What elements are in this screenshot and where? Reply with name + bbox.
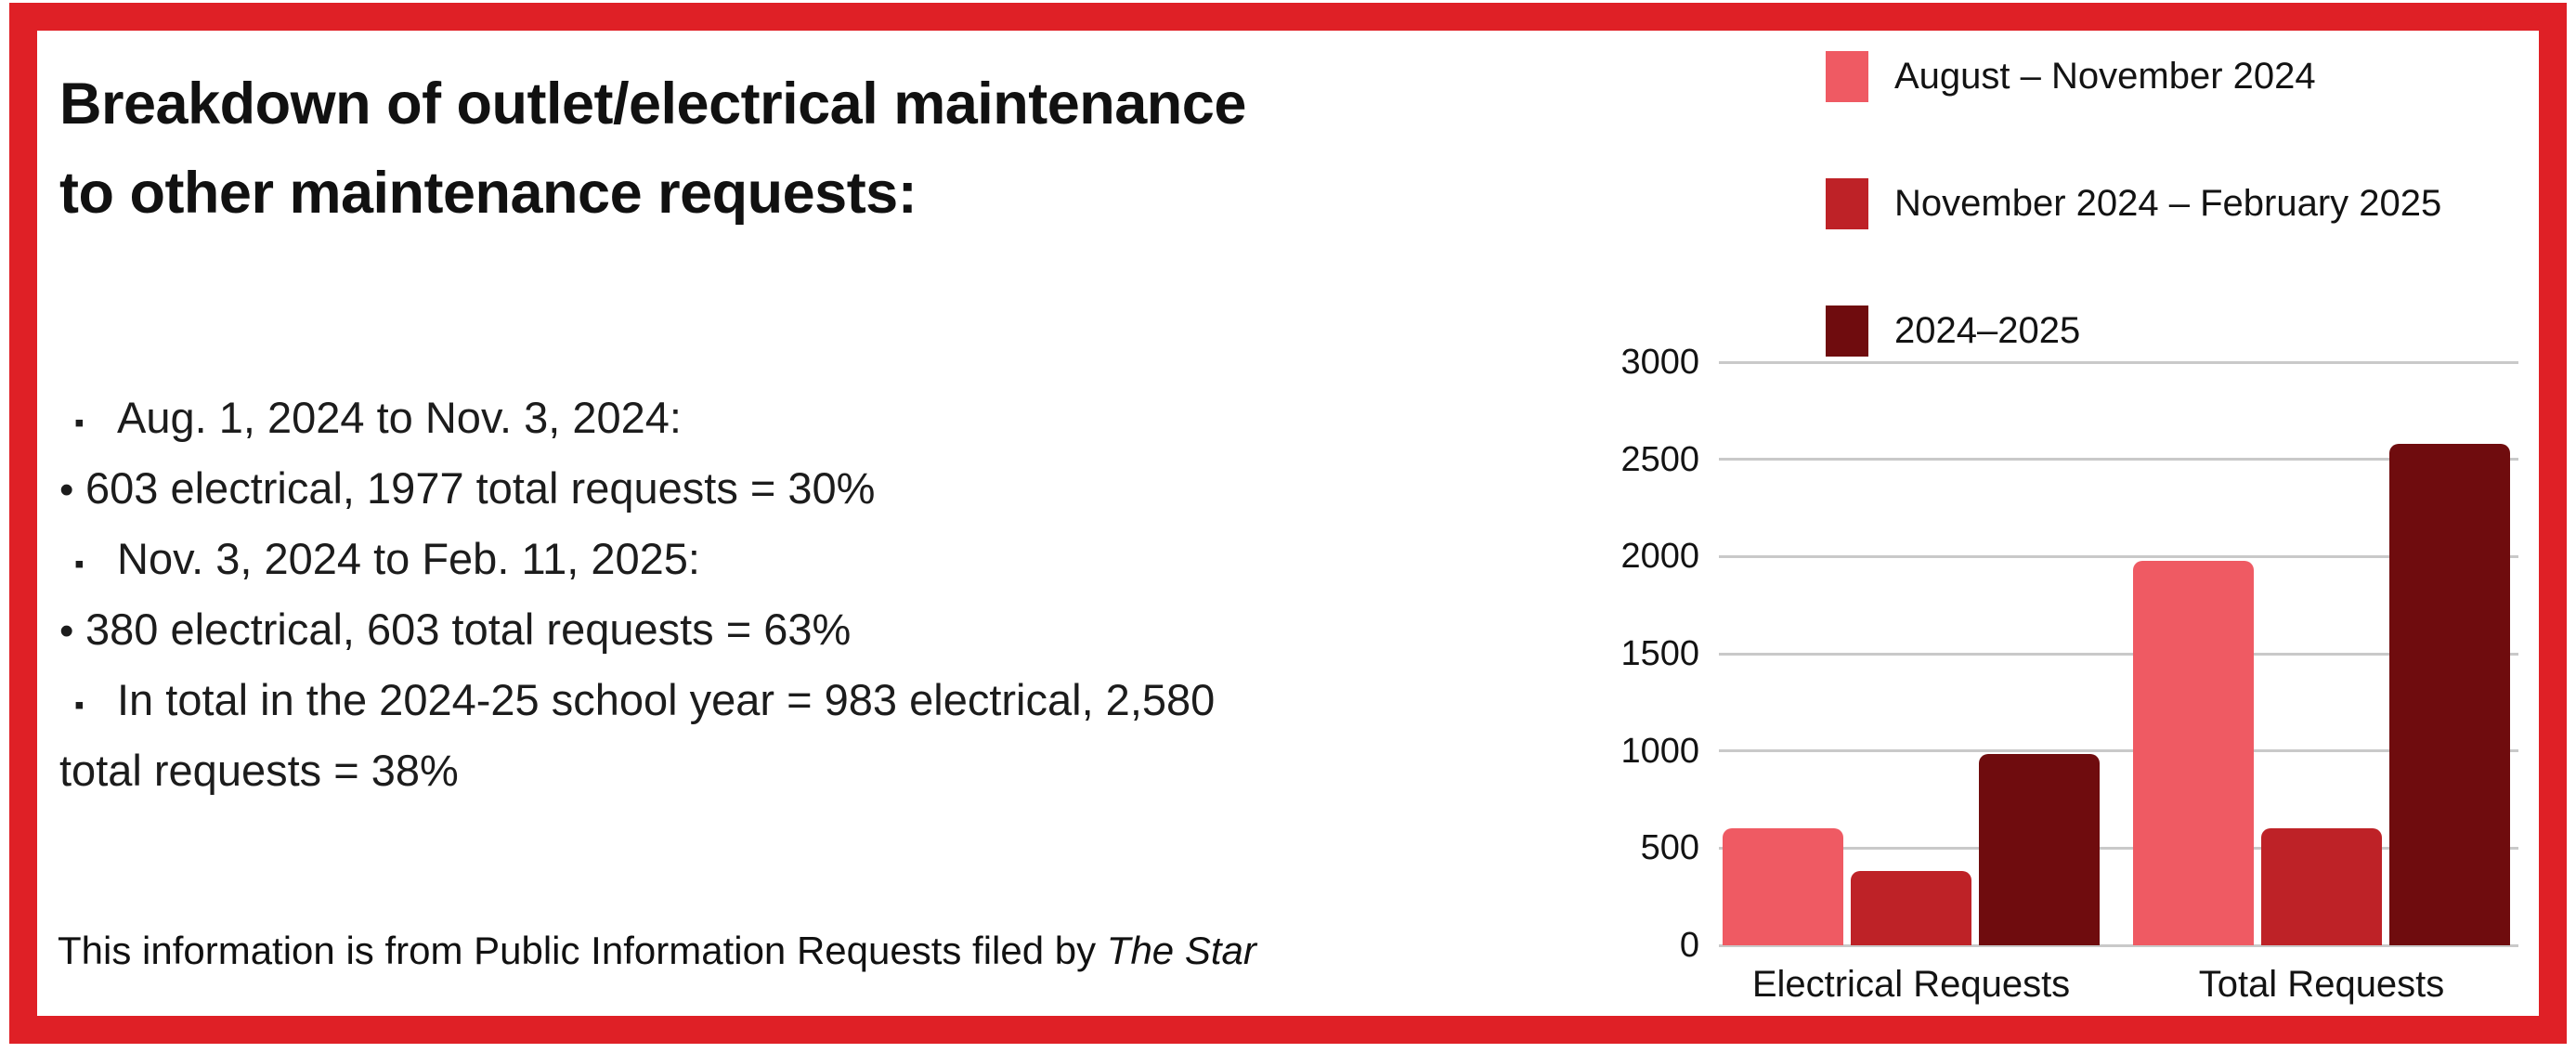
bar xyxy=(1979,754,2100,945)
legend-swatch xyxy=(1826,178,1868,229)
page-title: Breakdown of outlet/electrical maintenan… xyxy=(59,59,1638,238)
bullet-marker: • xyxy=(59,608,74,654)
bullet-text: 603 electrical, 1977 total requests = 30… xyxy=(85,463,876,513)
source-note-publication: The Star xyxy=(1106,929,1256,972)
bullet-text: 380 electrical, 603 total requests = 63% xyxy=(85,604,852,654)
bullet-marker: ▪ xyxy=(74,690,85,721)
y-axis-tick-label: 1000 xyxy=(1620,731,1699,771)
bar xyxy=(2261,828,2382,945)
bullet-item: ▪ Aug. 1, 2024 to Nov. 3, 2024: xyxy=(59,383,1620,453)
legend-label: November 2024 – February 2025 xyxy=(1894,183,2442,224)
page-title-line1: Breakdown of outlet/electrical maintenan… xyxy=(59,72,1246,136)
legend-item: November 2024 – February 2025 xyxy=(1826,178,2441,229)
gridline xyxy=(1719,749,2518,753)
bullet-text: total requests = 38% xyxy=(59,746,459,795)
y-axis-tick-label: 0 xyxy=(1679,926,1699,965)
legend-swatch xyxy=(1826,306,1868,357)
y-axis-tick-label: 500 xyxy=(1640,828,1699,868)
x-axis-label: Electrical Requests xyxy=(1751,964,2071,1005)
bullet-marker: • xyxy=(59,467,74,513)
bullet-text: Nov. 3, 2024 to Feb. 11, 2025: xyxy=(117,534,700,583)
bullet-list: ▪ Aug. 1, 2024 to Nov. 3, 2024: • 603 elect… xyxy=(59,383,1620,806)
y-axis-tick-label: 1500 xyxy=(1620,634,1699,673)
source-note: This information is from Public Informat… xyxy=(58,929,1256,973)
bullet-item: ▪ In total in the 2024-25 school year = 9… xyxy=(59,665,1620,735)
bar xyxy=(2133,561,2254,945)
chart-legend: August – November 2024 November 2024 – Fe… xyxy=(1826,51,2441,433)
y-axis-tick-label: 3000 xyxy=(1620,343,1699,382)
bullet-item: ▪ Nov. 3, 2024 to Feb. 11, 2025: xyxy=(59,524,1620,594)
legend-swatch xyxy=(1826,51,1868,102)
source-note-text: This information is from Public Informat… xyxy=(58,929,1107,972)
gridline xyxy=(1719,360,2518,364)
bullet-item: total requests = 38% xyxy=(59,735,1620,806)
bullet-item: • 603 electrical, 1977 total requests = 3… xyxy=(59,453,1620,524)
bullet-marker: ▪ xyxy=(74,549,85,579)
gridline xyxy=(1719,652,2518,656)
legend-item: 2024–2025 xyxy=(1826,306,2441,357)
bullet-text: In total in the 2024-25 school year = 98… xyxy=(117,675,1216,724)
bullet-marker: ▪ xyxy=(74,408,85,438)
gridline xyxy=(1719,943,2518,947)
legend-label: August – November 2024 xyxy=(1894,56,2316,97)
red-border-frame xyxy=(9,3,2567,1044)
gridline xyxy=(1719,846,2518,850)
bullet-item: • 380 electrical, 603 total requests = 63… xyxy=(59,594,1620,665)
gridline xyxy=(1719,458,2518,462)
y-axis-tick-label: 2500 xyxy=(1620,439,1699,479)
bar xyxy=(1851,871,1971,945)
bar xyxy=(1723,828,1843,945)
bullet-text: Aug. 1, 2024 to Nov. 3, 2024: xyxy=(117,393,682,442)
legend-label: 2024–2025 xyxy=(1894,310,2081,351)
gridline xyxy=(1719,554,2518,558)
x-axis-label: Total Requests xyxy=(2198,964,2445,1005)
page-title-line2: to other maintenance requests: xyxy=(59,161,917,226)
bar xyxy=(2389,444,2510,945)
y-axis-tick-label: 2000 xyxy=(1620,537,1699,577)
legend-item: August – November 2024 xyxy=(1826,51,2441,102)
